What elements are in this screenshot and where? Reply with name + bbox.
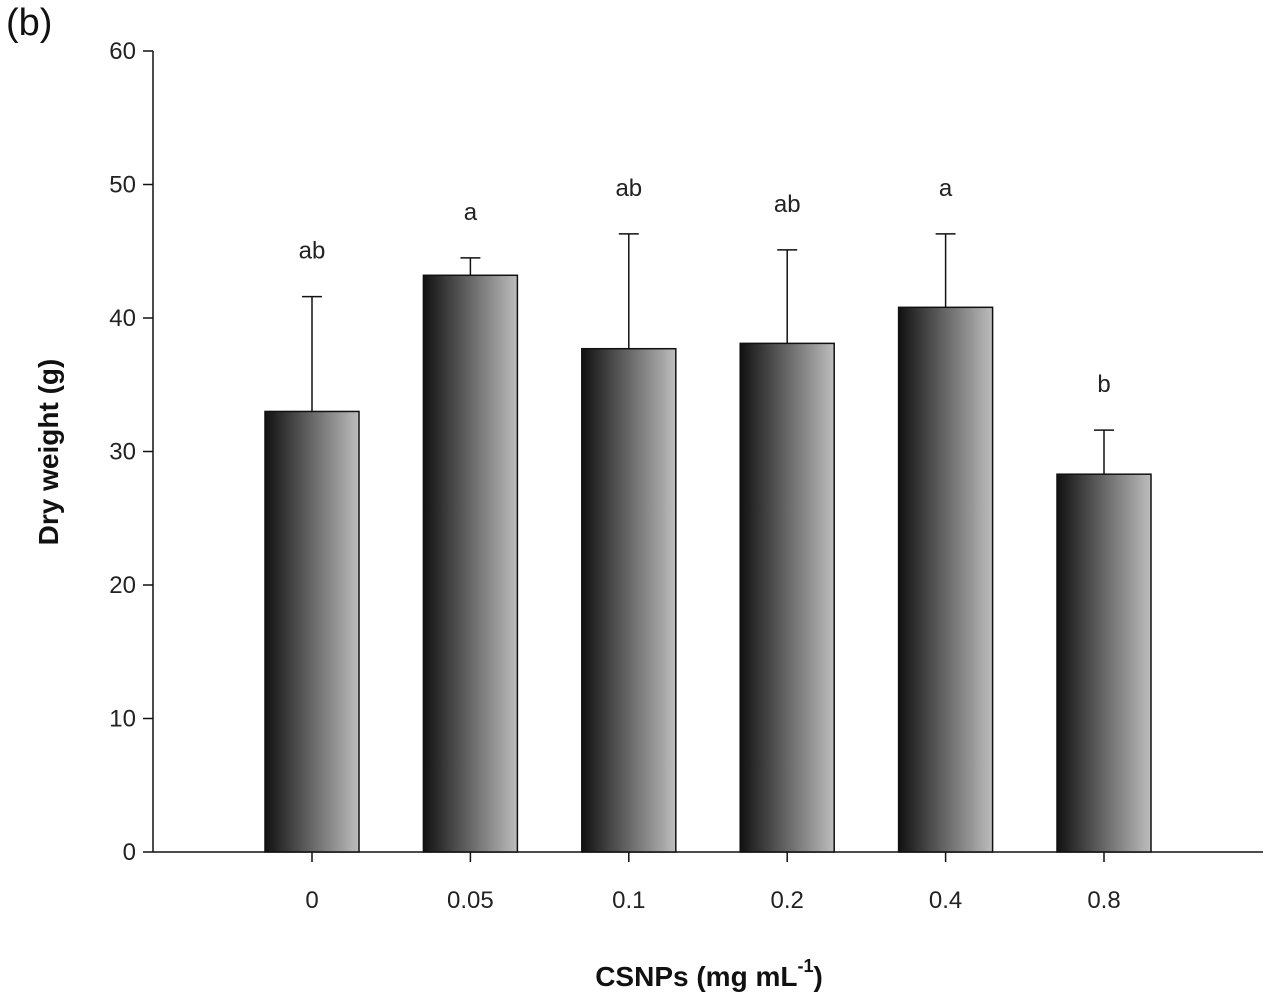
y-tick-label: 20 (109, 572, 136, 599)
x-tick-label: 0.1 (612, 887, 645, 914)
x-tick-label: 0.4 (929, 887, 962, 914)
significance-label: a (939, 175, 953, 202)
significance-label: a (464, 199, 478, 226)
significance-label: b (1097, 371, 1110, 398)
y-tick-labels: 0 10 20 30 40 50 60 (109, 38, 136, 866)
x-tick-label: 0.8 (1087, 887, 1120, 914)
y-axis-title: Dry weight (g) (33, 359, 64, 546)
x-tick-label: 0.2 (771, 887, 804, 914)
bar (739, 342, 835, 853)
y-tick-label: 50 (109, 172, 136, 199)
y-tick-label: 30 (109, 439, 136, 466)
significance-label: ab (615, 175, 642, 202)
x-axis-title: CSNPs (mg mL-1) (595, 956, 823, 992)
bar (897, 306, 994, 853)
x-tick-label: 0 (305, 887, 318, 914)
significance-label: ab (299, 238, 326, 265)
significance-label: ab (774, 191, 801, 218)
error-bars (302, 233, 1114, 475)
y-tick-label: 0 (123, 839, 136, 866)
y-tick-label: 10 (109, 706, 136, 733)
bar (422, 274, 519, 853)
bar (581, 347, 677, 853)
x-tick-label: 0.05 (447, 887, 494, 914)
y-tick-label: 40 (109, 305, 136, 332)
x-tick-labels: 0 0.05 0.1 0.2 0.4 0.8 (305, 887, 1120, 914)
panel-label: (b) (6, 2, 53, 44)
bars (264, 274, 1152, 853)
bar (264, 410, 360, 853)
y-tick-label: 60 (109, 38, 136, 65)
bar (1056, 473, 1152, 853)
